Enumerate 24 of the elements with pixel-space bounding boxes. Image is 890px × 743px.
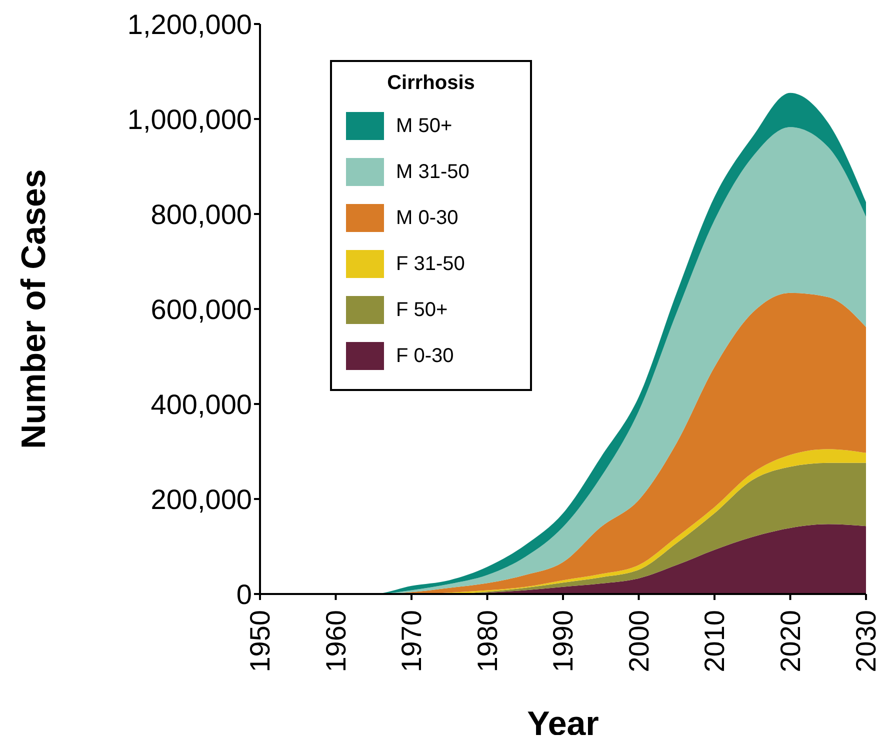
y-axis-title: Number of Cases	[15, 169, 53, 449]
y-tick-label: 400,000	[150, 388, 252, 420]
legend-label: F 0-30	[396, 344, 454, 368]
x-tick-label: 1990	[548, 610, 578, 672]
legend-label: M 50+	[396, 114, 452, 138]
x-tick-label: 2010	[699, 610, 730, 672]
y-tick-label: 600,000	[150, 294, 252, 325]
y-tick-label: 1,000,000	[127, 104, 252, 135]
x-tick-label: 2020	[774, 610, 806, 672]
x-tick-label: 2000	[623, 610, 654, 672]
x-tick-label: 1950	[244, 610, 276, 672]
y-tick-label: 200,000	[150, 484, 252, 515]
y-tick-label: 0	[236, 578, 252, 610]
y-tick-label: 800,000	[150, 198, 252, 230]
x-tick-label: 1970	[396, 610, 427, 672]
x-tick-label: 1980	[472, 610, 503, 672]
x-tick-label: 2030	[850, 610, 882, 672]
legend-label: M 31-50	[396, 160, 470, 184]
legend-label: F 50+	[396, 298, 448, 322]
legend-label: F 31-50	[396, 252, 465, 276]
legend-title: Cirrhosis	[386, 72, 476, 95]
x-tick-label: 1960	[320, 610, 352, 672]
legend-label: M 0-30	[396, 206, 458, 230]
y-tick-label: 1,200,000	[127, 8, 252, 40]
